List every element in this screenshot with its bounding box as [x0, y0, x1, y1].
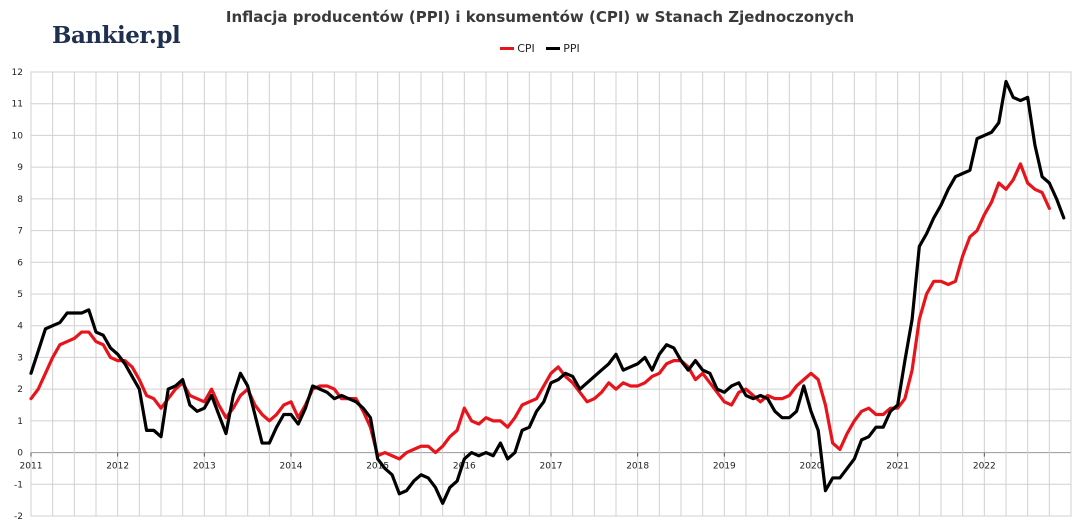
y-tick-label: 0 — [17, 449, 23, 459]
x-tick-label: 2016 — [453, 462, 476, 472]
x-tick-label: 2017 — [540, 462, 563, 472]
y-tick-label: 12 — [12, 68, 23, 78]
y-tick-label: -2 — [14, 512, 23, 522]
y-tick-label: -1 — [14, 480, 23, 490]
x-tick-label: 2013 — [193, 462, 216, 472]
x-tick-label: 2012 — [106, 462, 129, 472]
x-tick-label: 2019 — [713, 462, 736, 472]
x-tick-label: 2018 — [626, 462, 649, 472]
y-tick-label: 11 — [12, 100, 23, 110]
y-tick-label: 10 — [12, 131, 24, 141]
x-tick-label: 2022 — [973, 462, 996, 472]
y-tick-label: 7 — [17, 227, 23, 237]
y-tick-label: 8 — [17, 195, 23, 205]
x-tick-label: 2011 — [20, 462, 43, 472]
y-tick-label: 3 — [17, 353, 23, 363]
x-tick-label: 2014 — [280, 462, 303, 472]
y-tick-label: 9 — [17, 163, 23, 173]
y-tick-label: 4 — [17, 322, 23, 332]
legend-swatch-cpi — [500, 47, 515, 50]
x-tick-label: 2021 — [886, 462, 909, 472]
legend-item-cpi: CPI — [500, 42, 535, 55]
y-tick-label: 5 — [17, 290, 23, 300]
legend-item-ppi: PPI — [546, 42, 580, 55]
y-tick-label: 2 — [17, 385, 23, 395]
legend: CPI PPI — [0, 40, 1080, 55]
chart-title: Inflacja producentów (PPI) i konsumentów… — [225, 8, 855, 26]
y-tick-label: 6 — [17, 258, 23, 268]
legend-label-cpi: CPI — [517, 42, 535, 55]
series-line-cpi — [29, 162, 1051, 461]
y-tick-label: 1 — [17, 417, 23, 427]
legend-label-ppi: PPI — [563, 42, 580, 55]
x-tick-label: 2020 — [800, 462, 823, 472]
x-tick-label: 2015 — [366, 462, 389, 472]
legend-swatch-ppi — [546, 47, 561, 50]
series-line-ppi — [29, 79, 1066, 505]
bankier-logo: Bankier.pl — [52, 22, 181, 49]
